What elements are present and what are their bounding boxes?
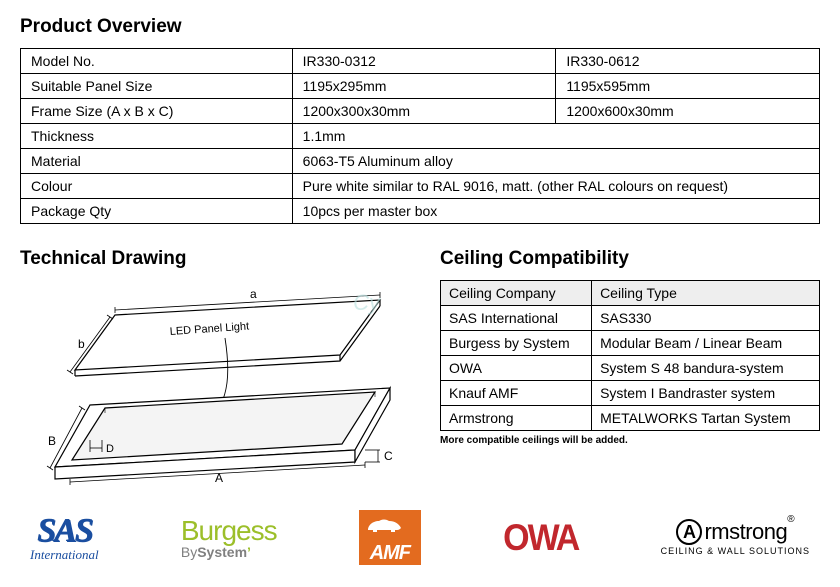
row-label: Colour [21, 174, 293, 199]
sas-bottom: International [30, 548, 99, 561]
row-label: Package Qty [21, 199, 293, 224]
armstrong-a-icon: A [676, 519, 702, 545]
armstrong-name-text: rmstrong [704, 519, 787, 544]
logo-armstrong: A rmstrong® CEILING & WALL SOLUTIONS [661, 519, 810, 556]
bear-icon [365, 516, 405, 534]
compat-company: Armstrong [441, 406, 592, 431]
armstrong-sub: CEILING & WALL SOLUTIONS [661, 547, 810, 556]
row-value-2: IR330-0612 [556, 49, 820, 74]
compat-type: METALWORKS Tartan System [592, 406, 820, 431]
table-row: Knauf AMFSystem I Bandraster system [441, 381, 820, 406]
burgess-bottom: BySystem’ [181, 545, 251, 559]
burgess-pre: By [181, 544, 197, 560]
table-row: OWASystem S 48 bandura-system [441, 356, 820, 381]
row-value-1: IR330-0312 [292, 49, 556, 74]
dim-B: B [48, 434, 56, 448]
table-row: Thickness1.1mm [21, 124, 820, 149]
logo-amf: AMF [359, 510, 421, 565]
dim-A: A [215, 471, 223, 485]
burgess-bold: System [197, 544, 247, 560]
owa-text: OWA [503, 519, 578, 556]
row-value-1: 1200x300x30mm [292, 99, 556, 124]
compat-type: System I Bandraster system [592, 381, 820, 406]
dim-D: D [106, 443, 114, 455]
compat-title: Ceiling Compatibility [440, 248, 820, 270]
drawing-title: Technical Drawing [20, 248, 420, 270]
row-value-1: 1195x295mm [292, 74, 556, 99]
compat-company: OWA [441, 356, 592, 381]
table-row: Model No.IR330-0312IR330-0612 [21, 49, 820, 74]
dim-a: a [250, 287, 257, 301]
compat-head-company: Ceiling Company [441, 281, 592, 306]
row-value: Pure white similar to RAL 9016, matt. (o… [292, 174, 819, 199]
table-row: Frame Size (A x B x C)1200x300x30mm1200x… [21, 99, 820, 124]
dim-b: b [78, 337, 85, 351]
technical-drawing: Cy a [20, 280, 420, 490]
compat-company: Knauf AMF [441, 381, 592, 406]
row-label: Frame Size (A x B x C) [21, 99, 293, 124]
armstrong-name: rmstrong® [704, 521, 794, 543]
amf-text: AMF [359, 543, 421, 563]
row-label: Thickness [21, 124, 293, 149]
burgess-mark: ’ [247, 544, 251, 560]
table-row: SAS InternationalSAS330 [441, 306, 820, 331]
compat-type: Modular Beam / Linear Beam [592, 331, 820, 356]
row-value: 10pcs per master box [292, 199, 819, 224]
row-label: Suitable Panel Size [21, 74, 293, 99]
table-row: ColourPure white similar to RAL 9016, ma… [21, 174, 820, 199]
row-label: Material [21, 149, 293, 174]
row-value-2: 1195x595mm [556, 74, 820, 99]
registered-icon: ® [787, 514, 794, 525]
logos-row: SAS International Burgess BySystem’ AMF … [20, 510, 820, 565]
dim-C: C [384, 449, 393, 463]
compat-head-type: Ceiling Type [592, 281, 820, 306]
logo-burgess: Burgess BySystem’ [181, 517, 277, 559]
overview-title: Product Overview [20, 16, 820, 38]
logo-owa: OWA [503, 521, 578, 555]
compat-note: More compatible ceilings will be added. [440, 435, 820, 446]
row-value: 1.1mm [292, 124, 819, 149]
table-row: Suitable Panel Size1195x295mm1195x595mm [21, 74, 820, 99]
table-row: ArmstrongMETALWORKS Tartan System [441, 406, 820, 431]
compat-company: SAS International [441, 306, 592, 331]
compat-type: System S 48 bandura-system [592, 356, 820, 381]
row-value-2: 1200x600x30mm [556, 99, 820, 124]
row-label: Model No. [21, 49, 293, 74]
burgess-top: Burgess [181, 517, 277, 545]
table-row: Package Qty10pcs per master box [21, 199, 820, 224]
compat-company: Burgess by System [441, 331, 592, 356]
table-row: Burgess by SystemModular Beam / Linear B… [441, 331, 820, 356]
logo-sas: SAS International [30, 514, 99, 561]
row-value: 6063-T5 Aluminum alloy [292, 149, 819, 174]
compat-type: SAS330 [592, 306, 820, 331]
table-row: Material6063-T5 Aluminum alloy [21, 149, 820, 174]
sas-top: SAS [37, 514, 92, 548]
overview-table: Model No.IR330-0312IR330-0612Suitable Pa… [20, 48, 820, 224]
compat-table: Ceiling Company Ceiling Type SAS Interna… [440, 280, 820, 431]
